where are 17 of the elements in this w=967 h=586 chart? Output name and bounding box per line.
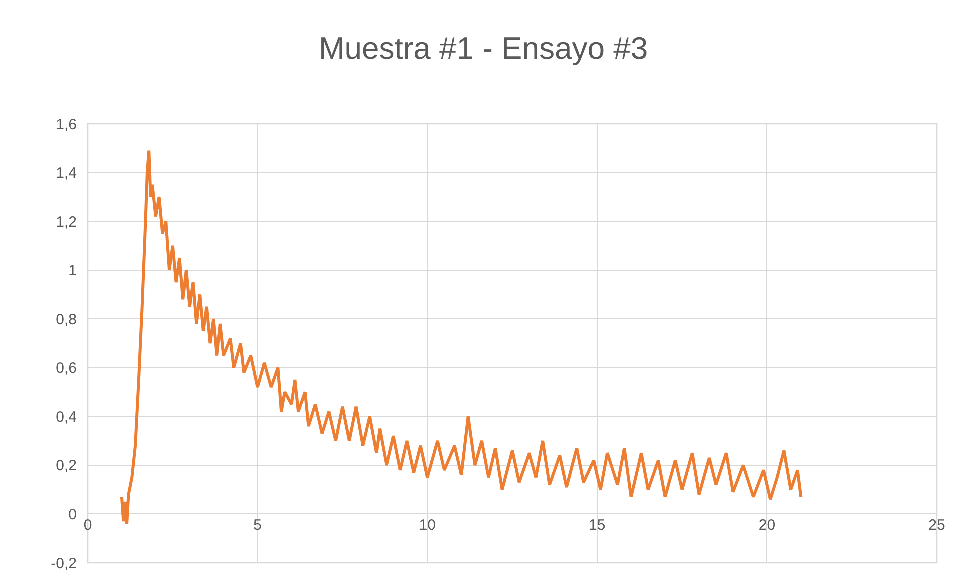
y-tick-label: 0,4 (56, 408, 77, 426)
x-tick-label: 10 (419, 517, 436, 534)
chart-title: Muestra #1 - Ensayo #3 (318, 30, 648, 66)
x-tick-label: 15 (589, 517, 606, 534)
y-tick-label: 0 (68, 506, 77, 524)
x-tick-label: 5 (254, 517, 262, 534)
x-tick-label: 25 (928, 517, 946, 534)
y-tick-label: 0,2 (56, 458, 77, 475)
x-tick-label: 20 (758, 517, 776, 534)
y-tick-label: 1,2 (56, 214, 77, 231)
y-tick-label: -0,2 (51, 555, 77, 572)
y-tick-label: 0,8 (56, 311, 77, 328)
y-tick-label: 0,6 (56, 360, 77, 378)
y-tick-label: 1,4 (56, 165, 77, 182)
y-tick-label: 1,6 (56, 116, 77, 134)
y-tick-label: 1 (68, 262, 77, 280)
x-tick-label: 0 (84, 517, 92, 534)
